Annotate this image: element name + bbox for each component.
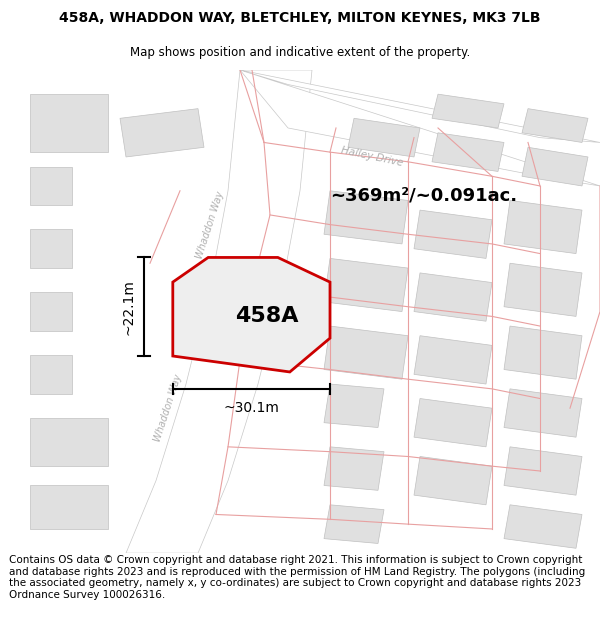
Polygon shape bbox=[504, 201, 582, 254]
Polygon shape bbox=[504, 263, 582, 316]
Polygon shape bbox=[30, 167, 72, 205]
Text: ~369m²/~0.091ac.: ~369m²/~0.091ac. bbox=[330, 187, 517, 204]
Text: Halley Drive: Halley Drive bbox=[340, 146, 404, 168]
Polygon shape bbox=[30, 486, 108, 529]
Polygon shape bbox=[414, 336, 492, 384]
Text: Whaddon Way: Whaddon Way bbox=[194, 189, 226, 259]
Polygon shape bbox=[120, 109, 204, 157]
Polygon shape bbox=[432, 132, 504, 171]
Polygon shape bbox=[504, 389, 582, 437]
Text: ~22.1m: ~22.1m bbox=[121, 279, 135, 334]
Polygon shape bbox=[522, 148, 588, 186]
Polygon shape bbox=[414, 273, 492, 321]
Polygon shape bbox=[324, 447, 384, 491]
Polygon shape bbox=[504, 447, 582, 495]
Text: 458A: 458A bbox=[235, 306, 298, 326]
Polygon shape bbox=[432, 94, 504, 128]
Text: 458A, WHADDON WAY, BLETCHLEY, MILTON KEYNES, MK3 7LB: 458A, WHADDON WAY, BLETCHLEY, MILTON KEY… bbox=[59, 11, 541, 24]
Polygon shape bbox=[126, 70, 312, 553]
Polygon shape bbox=[324, 384, 384, 428]
Polygon shape bbox=[30, 355, 72, 394]
Polygon shape bbox=[414, 399, 492, 447]
Polygon shape bbox=[173, 258, 330, 372]
Polygon shape bbox=[30, 292, 72, 331]
Polygon shape bbox=[414, 456, 492, 505]
Polygon shape bbox=[324, 191, 408, 244]
Text: ~30.1m: ~30.1m bbox=[223, 401, 280, 415]
Polygon shape bbox=[504, 505, 582, 548]
Text: Whaddon Way: Whaddon Way bbox=[152, 373, 184, 443]
Polygon shape bbox=[30, 94, 108, 152]
Polygon shape bbox=[522, 109, 588, 142]
Polygon shape bbox=[348, 118, 420, 157]
Polygon shape bbox=[240, 70, 600, 186]
Polygon shape bbox=[414, 210, 492, 258]
Polygon shape bbox=[30, 418, 108, 466]
Polygon shape bbox=[504, 326, 582, 379]
Polygon shape bbox=[30, 229, 72, 268]
Text: Contains OS data © Crown copyright and database right 2021. This information is : Contains OS data © Crown copyright and d… bbox=[9, 555, 585, 600]
Polygon shape bbox=[324, 258, 408, 311]
Polygon shape bbox=[324, 326, 408, 379]
Polygon shape bbox=[324, 505, 384, 544]
Text: Map shows position and indicative extent of the property.: Map shows position and indicative extent… bbox=[130, 46, 470, 59]
